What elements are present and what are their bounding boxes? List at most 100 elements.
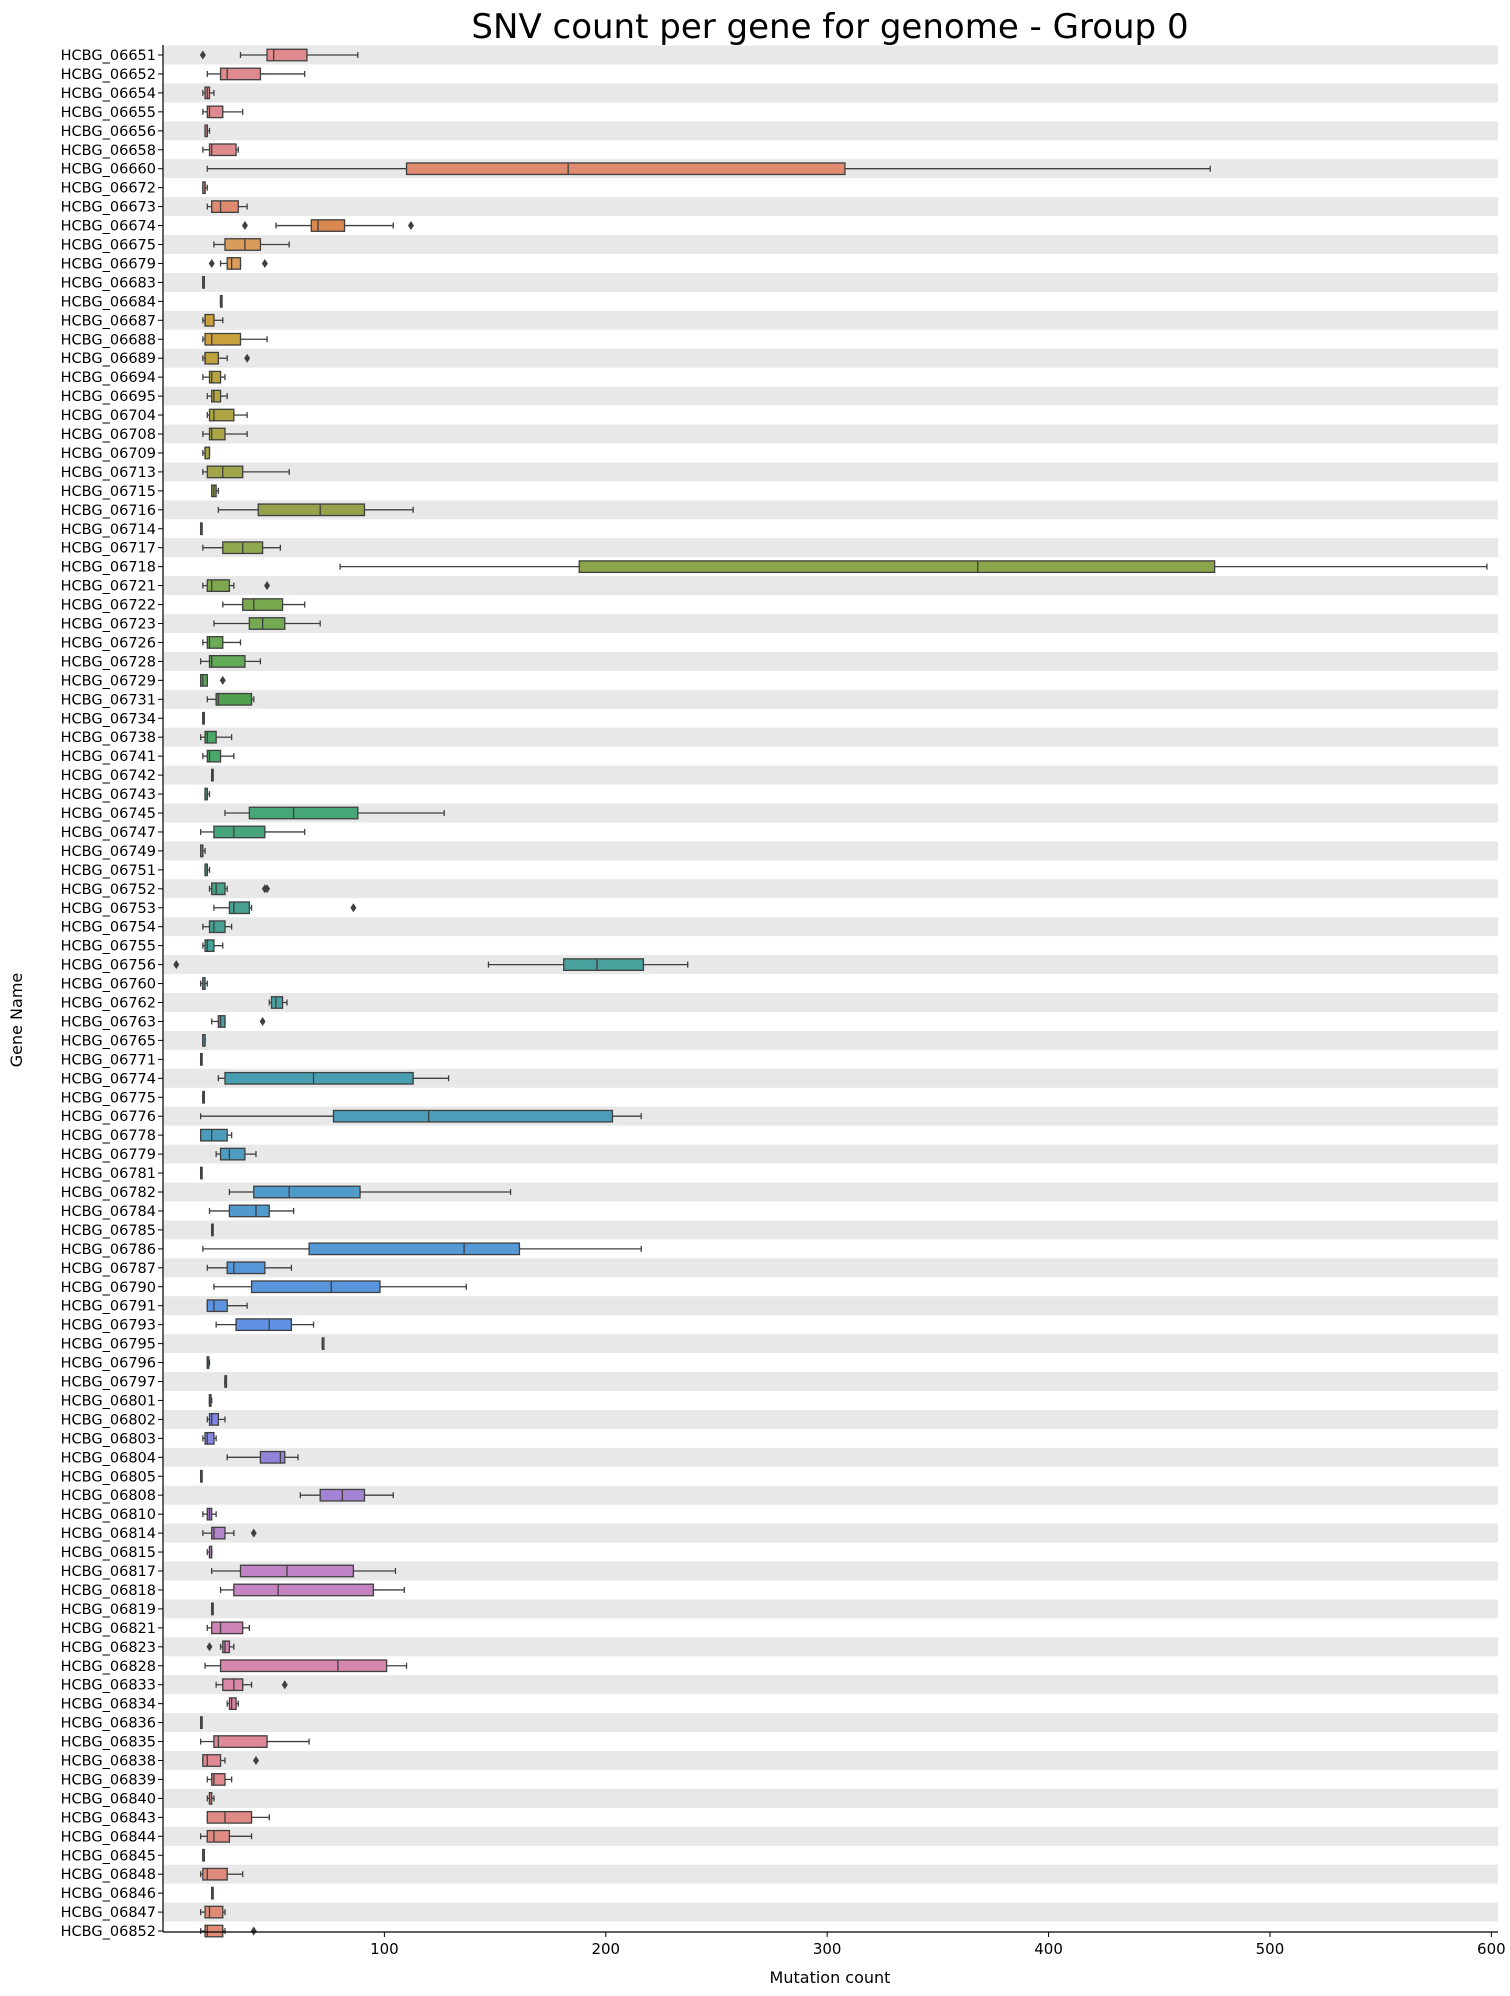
box-plot [211,1886,214,1900]
box-plot [202,86,215,100]
box-iqr [202,1754,222,1767]
y-tick-label: HCBG_06844 [61,1829,156,1845]
row-stripe [163,727,1498,747]
y-tick-label: HCBG_06742 [61,768,156,784]
y-tick-label: HCBG_06755 [61,939,156,955]
box-iqr [208,143,237,157]
box-iqr [226,257,242,270]
y-tick-label: HCBG_06776 [61,1109,156,1125]
y-tick-label: HCBG_06821 [61,1621,156,1637]
box-plot [199,844,206,858]
row-stripe [163,386,1498,406]
x-tick-label: 400 [1034,1940,1063,1958]
box-plot [202,920,233,934]
box-plot [202,181,208,195]
y-tick-label: HCBG_06787 [61,1261,156,1277]
y-tick-label: HCBG_06726 [61,635,156,651]
row-stripe [163,197,1498,217]
row-stripe [163,1675,1498,1695]
y-tick-label: HCBG_06779 [61,1147,156,1163]
box-iqr [211,1526,226,1540]
y-tick-label: HCBG_06808 [61,1488,156,1504]
box-plot [202,1090,206,1104]
y-tick-label: HCBG_06833 [61,1678,156,1694]
box-plot [213,1280,467,1294]
box-plot [202,1242,642,1256]
y-tick-label: HCBG_06801 [61,1393,156,1409]
box-iqr [211,200,239,214]
row-stripe [163,841,1498,861]
box-plot [215,1147,257,1161]
box-iqr [259,1450,286,1464]
box-plot [215,1678,288,1692]
box-iqr [208,655,246,668]
box-iqr [206,1299,228,1313]
box-plot [199,730,233,744]
y-tick-label: HCBG_06684 [61,294,156,310]
y-tick-label: HCBG_06852 [61,1924,156,1940]
box-plot [202,579,271,592]
outlier-point [199,50,206,60]
box-iqr [206,105,224,119]
box-plot [211,1223,214,1237]
y-tick-label: HCBG_06713 [61,465,156,481]
y-tick-label: HCBG_06803 [61,1431,156,1447]
box-iqr [310,219,346,232]
box-iqr [248,617,286,630]
box-plot [211,484,219,498]
y-tick-label: HCBG_06741 [61,749,156,765]
y-tick-label: HCBG_06760 [61,977,156,993]
row-stripe [163,993,1498,1012]
outlier-point [261,258,268,268]
y-tick-label: HCBG_06749 [61,844,156,860]
box-plot [219,294,223,308]
box-iqr [257,503,366,517]
box-plot [202,143,239,157]
y-tick-label: HCBG_06795 [61,1337,156,1353]
box-iqr [239,1564,355,1578]
x-tick-label: 100 [370,1940,399,1958]
box-plot [226,1697,239,1711]
row-stripe [163,1296,1498,1316]
y-tick-label: HCBG_06781 [61,1166,156,1182]
y-tick-label: HCBG_06718 [61,560,156,576]
box-iqr [199,673,208,687]
box-plots [173,48,1488,1938]
box-plot [202,1431,217,1445]
box-plot [224,806,445,820]
box-plot [208,1204,295,1218]
y-tick-label: HCBG_06654 [61,86,156,102]
box-iqr [248,806,359,820]
box-iqr [228,1204,270,1218]
box-iqr [206,579,231,592]
box-iqr [206,636,224,649]
y-tick-label: HCBG_06836 [61,1716,156,1732]
y-tick-label: HCBG_06775 [61,1090,156,1106]
x-axis-label: Mutation count [770,1968,891,1987]
row-stripe [163,614,1498,633]
outlier-point [173,960,180,970]
y-tick-label: HCBG_06658 [61,143,156,159]
box-plot [199,825,306,839]
y-tick-label: HCBG_06731 [61,692,156,708]
y-tick-label: HCBG_06754 [61,920,156,936]
box-plot [211,1564,397,1578]
box-iqr [204,1924,224,1938]
y-tick-label: HCBG_06672 [61,181,156,197]
box-plot [202,1507,217,1521]
box-iqr [224,1071,414,1085]
y-tick-label: HCBG_06734 [61,711,156,727]
y-tick-label: HCBG_06694 [61,370,156,386]
box-plot [202,275,206,289]
row-stripe [163,1523,1498,1543]
box-plot [202,351,251,365]
y-tick-label: HCBG_06835 [61,1735,156,1751]
y-tick-label: HCBG_06673 [61,200,156,216]
box-iqr [563,958,645,971]
box-plot [199,1166,203,1180]
y-tick-label: HCBG_06802 [61,1412,156,1428]
y-tick-label: HCBG_06819 [61,1602,156,1618]
box-plot [199,673,226,687]
y-tick-label: HCBG_06756 [61,958,156,974]
y-tick-label: HCBG_06817 [61,1564,156,1580]
